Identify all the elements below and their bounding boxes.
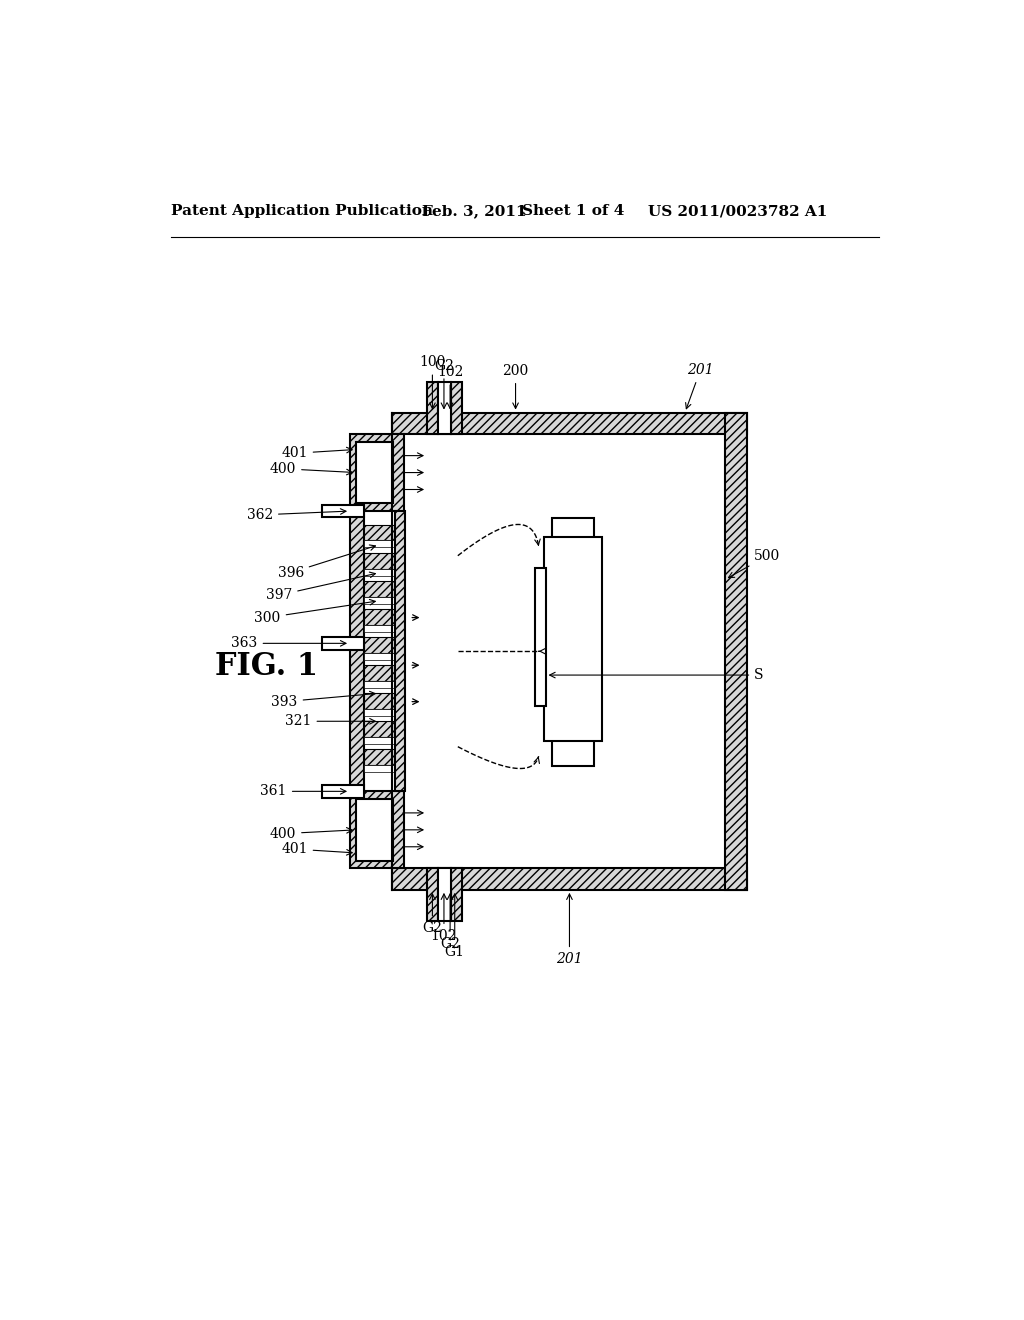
- Text: 321: 321: [285, 714, 375, 729]
- Bar: [364, 652, 394, 660]
- Text: 102: 102: [437, 366, 463, 408]
- Bar: [364, 581, 394, 597]
- Text: 300: 300: [254, 599, 375, 624]
- Text: 201: 201: [556, 894, 583, 966]
- Text: 393: 393: [271, 692, 375, 709]
- Bar: [364, 540, 394, 548]
- Bar: [364, 721, 394, 737]
- Bar: [364, 665, 394, 681]
- Bar: [364, 693, 394, 709]
- Text: G2: G2: [440, 894, 460, 950]
- Bar: [350, 792, 403, 869]
- Bar: [552, 517, 594, 766]
- Text: 396: 396: [278, 545, 376, 579]
- Bar: [350, 511, 364, 792]
- Text: 397: 397: [266, 572, 376, 602]
- Text: G1: G1: [444, 894, 465, 958]
- Bar: [364, 750, 394, 764]
- Bar: [364, 681, 394, 688]
- Text: 401: 401: [282, 446, 352, 461]
- Bar: [322, 506, 364, 517]
- Text: 200: 200: [503, 364, 528, 408]
- Bar: [364, 624, 394, 631]
- Text: 401: 401: [282, 842, 352, 857]
- Bar: [364, 638, 394, 652]
- Text: 500: 500: [728, 549, 780, 578]
- Text: US 2011/0023782 A1: US 2011/0023782 A1: [648, 205, 827, 218]
- Bar: [427, 381, 438, 434]
- Text: FIG. 1: FIG. 1: [215, 651, 318, 682]
- Bar: [451, 869, 462, 921]
- Bar: [356, 799, 393, 861]
- Text: 400: 400: [269, 826, 352, 841]
- Bar: [451, 381, 462, 434]
- Bar: [364, 609, 394, 624]
- Bar: [544, 537, 602, 741]
- Text: G2: G2: [423, 894, 442, 936]
- Bar: [350, 434, 403, 511]
- Bar: [438, 869, 451, 921]
- Bar: [364, 597, 394, 603]
- Text: 102: 102: [431, 894, 457, 942]
- Bar: [364, 553, 394, 569]
- Bar: [356, 442, 393, 503]
- Bar: [364, 569, 394, 576]
- Text: 362: 362: [247, 508, 346, 521]
- Text: Feb. 3, 2011: Feb. 3, 2011: [422, 205, 526, 218]
- Text: 100: 100: [419, 355, 445, 408]
- Bar: [438, 381, 451, 434]
- Text: Patent Application Publication: Patent Application Publication: [171, 205, 432, 218]
- Text: 400: 400: [269, 462, 352, 475]
- Bar: [364, 764, 394, 772]
- Bar: [394, 511, 406, 792]
- Bar: [364, 525, 394, 540]
- Text: G2: G2: [434, 359, 454, 408]
- Text: Sheet 1 of 4: Sheet 1 of 4: [521, 205, 624, 218]
- Bar: [322, 785, 364, 797]
- Bar: [427, 869, 438, 921]
- Bar: [322, 638, 364, 649]
- Bar: [392, 869, 746, 890]
- Bar: [392, 412, 746, 434]
- Bar: [535, 568, 546, 706]
- Bar: [725, 412, 746, 890]
- Text: S: S: [550, 668, 764, 682]
- Text: 361: 361: [260, 784, 346, 799]
- Text: 363: 363: [231, 636, 346, 651]
- Bar: [364, 737, 394, 743]
- Bar: [364, 709, 394, 715]
- Text: 201: 201: [686, 363, 714, 409]
